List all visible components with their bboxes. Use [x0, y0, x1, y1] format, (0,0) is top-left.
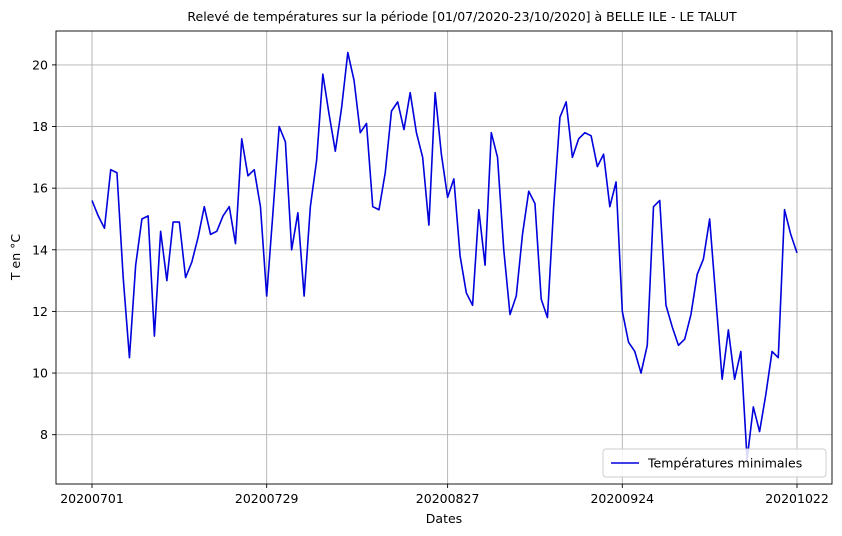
y-tick-label: 12 — [32, 304, 48, 319]
legend-box — [602, 448, 827, 478]
x-tick-label: 20200729 — [235, 491, 299, 506]
y-tick-label: 16 — [32, 181, 48, 196]
y-tick-label: 18 — [32, 119, 48, 134]
y-axis-label: T en °C — [8, 234, 23, 281]
series-layer — [91, 51, 798, 461]
series-line-temperatures-minimales — [91, 51, 798, 461]
y-tick-label: 10 — [32, 366, 48, 381]
x-tick-label: 20200701 — [60, 491, 124, 506]
legend-entry-label: Températures minimales — [647, 456, 802, 471]
x-axis-label: Dates — [426, 511, 462, 526]
legend: Températures minimales — [602, 448, 827, 478]
grid-lines — [56, 31, 832, 484]
y-axis-ticks: 8 10 12 14 16 18 20 — [32, 57, 56, 442]
x-tick-label: 20201022 — [765, 491, 829, 506]
x-tick-label: 20200827 — [416, 491, 480, 506]
y-tick-label: 8 — [40, 427, 48, 442]
x-tick-label: 20200924 — [590, 491, 654, 506]
y-tick-label: 20 — [32, 57, 48, 72]
y-tick-label: 14 — [32, 242, 48, 257]
chart-title: Relevé de températures sur la période [0… — [187, 9, 737, 24]
plot-area-frame — [55, 30, 833, 485]
x-axis-ticks: 20200701 20200729 20200827 20200924 20201022 — [60, 484, 829, 506]
